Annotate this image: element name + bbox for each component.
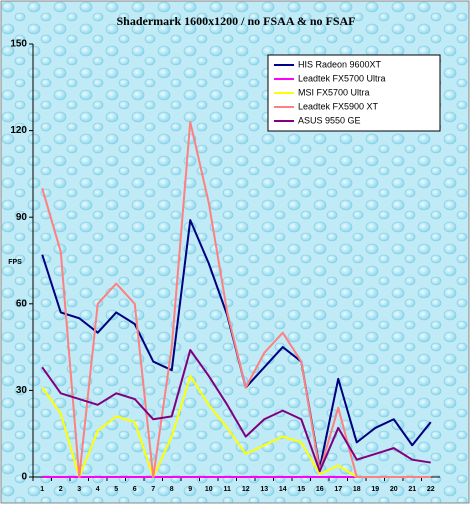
y-tick-label: 60 xyxy=(16,298,28,309)
x-tick-label: 11 xyxy=(224,486,232,493)
x-tick-label: 15 xyxy=(297,486,305,493)
series-line xyxy=(41,120,431,478)
y-tick-label: 0 xyxy=(21,472,27,483)
series-line xyxy=(41,348,431,473)
legend-label: Leadtek FX5700 Ultra xyxy=(298,73,386,83)
y-axis-label: FPS xyxy=(8,259,22,266)
legend-label: HIS Radeon 9600XT xyxy=(298,59,382,69)
x-tick-label: 8 xyxy=(170,486,174,493)
x-tick-label: 13 xyxy=(260,486,268,493)
x-tick-label: 6 xyxy=(133,486,137,493)
x-tick-label: 7 xyxy=(151,486,155,493)
x-tick-label: 9 xyxy=(188,486,192,493)
x-tick-label: 20 xyxy=(390,486,398,493)
y-tick-label: 90 xyxy=(16,212,28,223)
x-tick-label: 21 xyxy=(408,486,416,493)
y-tick-label: 120 xyxy=(10,125,27,136)
x-tick-label: 5 xyxy=(114,486,118,493)
x-tick-label: 18 xyxy=(353,486,361,493)
x-tick-label: 22 xyxy=(427,486,435,493)
legend-label: MSI FX5700 Ultra xyxy=(298,87,370,97)
x-tick-label: 19 xyxy=(371,486,379,493)
legend-box xyxy=(267,54,441,132)
x-tick-label: 14 xyxy=(279,486,287,493)
x-tick-label: 10 xyxy=(205,486,213,493)
x-tick-label: 3 xyxy=(77,486,81,493)
x-tick-label: 17 xyxy=(334,486,342,493)
legend-label: Leadtek FX5900 XT xyxy=(298,101,379,111)
x-tick-label: 16 xyxy=(316,486,324,493)
x-tick-label: 12 xyxy=(242,486,250,493)
y-tick-label: 30 xyxy=(16,385,28,396)
x-tick-label: 4 xyxy=(96,486,100,493)
x-tick-label: 2 xyxy=(59,486,63,493)
chart-title: Shadermark 1600x1200 / no FSAA & no FSAF xyxy=(116,14,355,28)
y-tick-label: 150 xyxy=(10,39,27,50)
legend-label: ASUS 9550 GE xyxy=(298,115,361,125)
x-tick-label: 1 xyxy=(40,486,44,493)
